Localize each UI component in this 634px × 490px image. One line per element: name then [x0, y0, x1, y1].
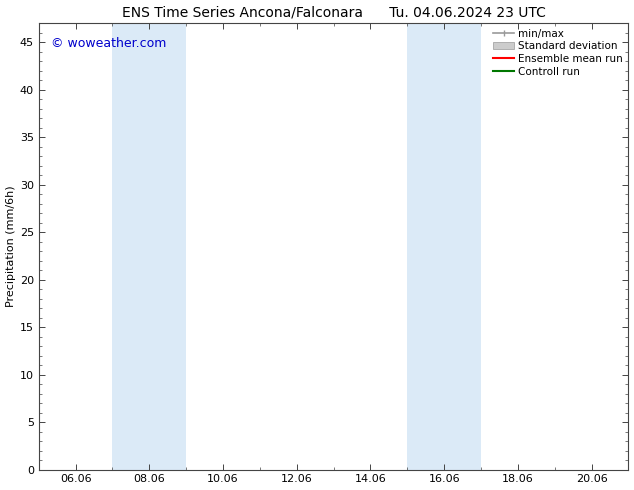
Y-axis label: Precipitation (mm/6h): Precipitation (mm/6h): [6, 186, 16, 307]
Bar: [112, 24, 186, 469]
Legend: min/max, Standard deviation, Ensemble mean run, Controll run: min/max, Standard deviation, Ensemble me…: [491, 26, 625, 78]
Bar: [407, 24, 481, 469]
Text: © woweather.com: © woweather.com: [51, 37, 166, 50]
Title: ENS Time Series Ancona/Falconara      Tu. 04.06.2024 23 UTC: ENS Time Series Ancona/Falconara Tu. 04.…: [122, 5, 545, 20]
